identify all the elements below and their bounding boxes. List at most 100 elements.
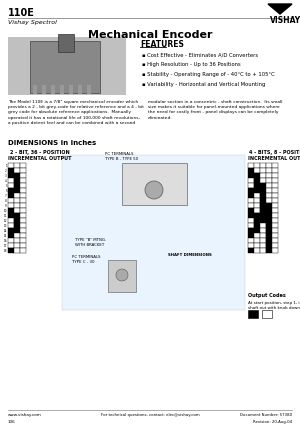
Bar <box>8 223 14 228</box>
Bar <box>260 203 266 208</box>
Text: 18: 18 <box>4 249 7 252</box>
Bar <box>248 243 254 248</box>
Bar <box>254 183 260 188</box>
Bar <box>14 218 20 223</box>
Text: Vishay Spectrol: Vishay Spectrol <box>8 20 57 25</box>
Bar <box>266 188 272 193</box>
Bar <box>254 193 260 198</box>
Bar <box>272 183 278 188</box>
Bar <box>248 310 258 318</box>
Text: www.vishay.com: www.vishay.com <box>8 413 42 417</box>
Bar <box>260 223 266 228</box>
Bar <box>58 34 74 52</box>
Bar <box>254 248 260 253</box>
Text: 6: 6 <box>5 189 7 193</box>
Bar <box>248 168 254 173</box>
Bar <box>266 223 272 228</box>
Bar <box>14 243 20 248</box>
Bar <box>20 213 26 218</box>
Bar <box>266 163 272 168</box>
Bar <box>272 178 278 183</box>
Text: Document Number: 57380: Document Number: 57380 <box>240 413 292 417</box>
Bar <box>272 208 278 213</box>
Circle shape <box>116 269 128 281</box>
Bar <box>248 218 254 223</box>
Bar <box>254 188 260 193</box>
Bar <box>248 233 254 238</box>
Bar <box>14 178 20 183</box>
Text: 7: 7 <box>5 193 7 198</box>
Bar <box>248 208 254 213</box>
Bar <box>14 248 20 253</box>
Bar <box>254 228 260 233</box>
Bar <box>8 188 14 193</box>
Bar <box>260 193 266 198</box>
Bar <box>260 228 266 233</box>
Bar <box>266 193 272 198</box>
Text: Revision: 20-Aug-04: Revision: 20-Aug-04 <box>253 420 292 424</box>
Bar <box>8 238 14 243</box>
Bar <box>266 178 272 183</box>
Bar <box>260 238 266 243</box>
Bar <box>8 193 14 198</box>
Circle shape <box>145 181 163 199</box>
Bar <box>272 248 278 253</box>
Bar <box>272 213 278 218</box>
Bar <box>8 213 14 218</box>
Text: For technical questions, contact: elec@vishay.com: For technical questions, contact: elec@v… <box>100 413 200 417</box>
Text: The Model 110E is a 7/8" square mechanical encoder which
provides a 2 - bit grey: The Model 110E is a 7/8" square mechanic… <box>8 100 144 125</box>
Text: FEATURES: FEATURES <box>140 40 184 49</box>
Bar <box>8 243 14 248</box>
Bar <box>272 223 278 228</box>
Bar <box>62 155 245 310</box>
Text: 3: 3 <box>5 173 7 178</box>
Bar <box>20 218 26 223</box>
Bar <box>20 198 26 203</box>
Bar <box>14 198 20 203</box>
Text: Output Codes: Output Codes <box>248 293 286 298</box>
Bar <box>266 203 272 208</box>
Bar <box>248 238 254 243</box>
Text: VISHAY: VISHAY <box>270 16 300 25</box>
Text: 15: 15 <box>4 233 7 238</box>
Bar <box>260 188 266 193</box>
Bar <box>248 223 254 228</box>
Bar <box>8 163 14 168</box>
Bar <box>254 168 260 173</box>
Text: DIMENSIONS in inches: DIMENSIONS in inches <box>8 140 96 146</box>
Bar <box>14 223 20 228</box>
Bar <box>254 218 260 223</box>
Text: TYPE "B" MTNG.
WITH BRACKET: TYPE "B" MTNG. WITH BRACKET <box>75 238 106 246</box>
Text: SHAFT DIMENSIONS: SHAFT DIMENSIONS <box>168 253 212 257</box>
Bar <box>20 203 26 208</box>
Text: 14: 14 <box>4 229 7 232</box>
Bar <box>14 188 20 193</box>
Text: 17: 17 <box>4 244 7 247</box>
Bar <box>14 208 20 213</box>
Text: 13: 13 <box>4 224 7 227</box>
Bar <box>60 85 64 94</box>
Bar <box>20 238 26 243</box>
Bar <box>266 213 272 218</box>
Bar <box>272 228 278 233</box>
Text: PC TERMINALS
TYPE B - TYPE 50: PC TERMINALS TYPE B - TYPE 50 <box>105 152 138 161</box>
Bar <box>20 208 26 213</box>
Bar <box>272 173 278 178</box>
Bar <box>272 188 278 193</box>
Bar <box>122 163 187 205</box>
Bar <box>20 243 26 248</box>
Text: 8: 8 <box>5 198 7 202</box>
Bar <box>14 193 20 198</box>
Bar <box>272 243 278 248</box>
Bar <box>248 203 254 208</box>
Text: 2: 2 <box>5 168 7 173</box>
Bar <box>260 233 266 238</box>
Bar <box>254 223 260 228</box>
Bar <box>260 248 266 253</box>
Bar <box>266 233 272 238</box>
Bar <box>248 213 254 218</box>
Bar <box>254 238 260 243</box>
Bar <box>272 163 278 168</box>
Bar <box>260 183 266 188</box>
Bar <box>266 168 272 173</box>
